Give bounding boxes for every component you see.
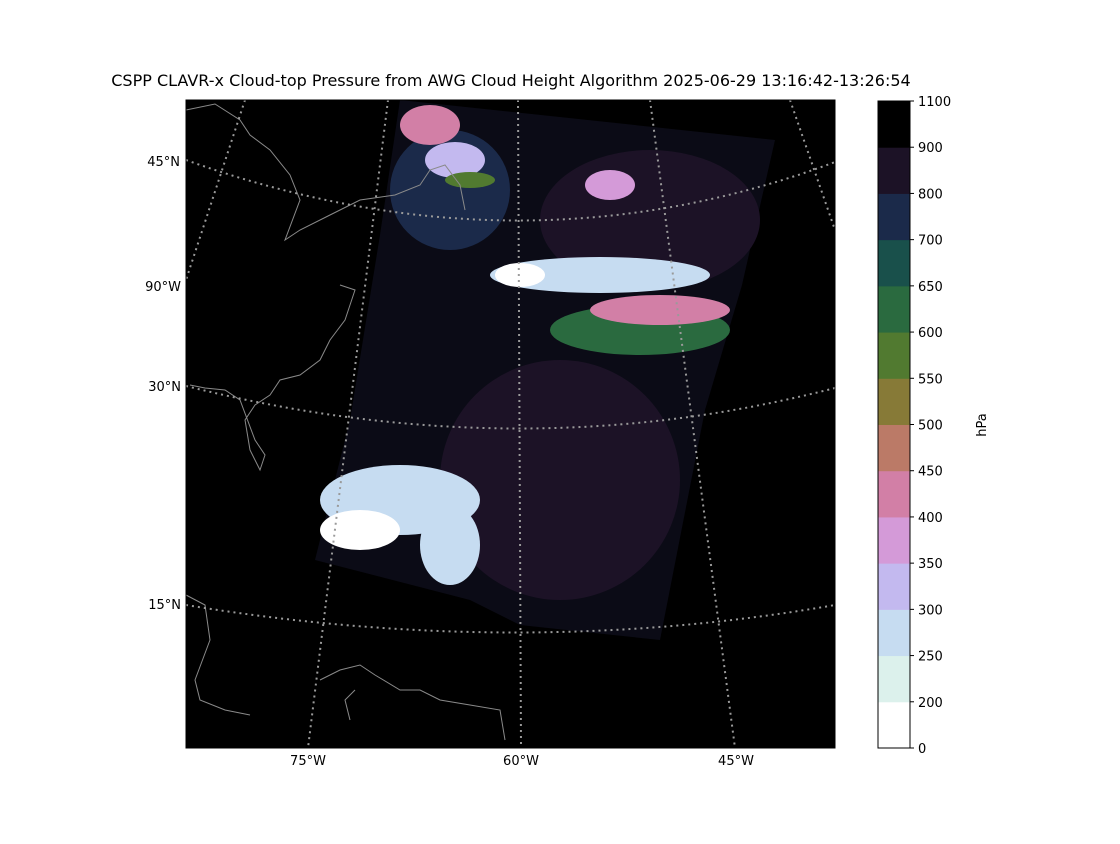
lon-label: 90°W (145, 280, 181, 295)
colorbar-bin (878, 239, 910, 287)
cloud (490, 257, 710, 293)
colorbar-bin (878, 101, 910, 148)
colorbar-bin (878, 378, 910, 425)
colorbar-bin (878, 424, 910, 472)
graticule (186, 100, 246, 281)
colorbar-bin (878, 147, 910, 194)
graticule (186, 159, 835, 222)
graticule (789, 100, 835, 231)
colorbar-tick-label: 550 (918, 372, 943, 387)
colorbar-bin (878, 470, 910, 518)
lon-label: 45°W (718, 754, 754, 769)
colorbar-tick-label: 250 (918, 650, 943, 665)
colorbar-tick-label: 900 (918, 141, 943, 156)
colorbar-tick-label: 400 (918, 511, 943, 526)
colorbar-bin (878, 563, 910, 610)
graticule (186, 385, 835, 430)
colorbar-bin (878, 609, 910, 657)
colorbar: 0 200 250 300 350 400 450 500 550 600 650 700 800 900… (877, 95, 951, 757)
cloud (420, 505, 480, 585)
colorbar-tick-label: 300 (918, 603, 943, 618)
cloud (400, 105, 460, 145)
colorbar-tick-label: 1100 (918, 95, 951, 110)
lon-label: 60°W (503, 754, 539, 769)
cloud (590, 295, 730, 325)
colorbar-bin (878, 701, 910, 749)
colorbar-bin (878, 285, 910, 333)
graticule (186, 604, 835, 634)
cloud (440, 360, 680, 600)
colorbar-bin (878, 332, 910, 379)
graticule (517, 100, 522, 748)
colorbar-bin (878, 193, 910, 241)
cloud (320, 510, 400, 550)
colorbar-tick-label: 350 (918, 557, 943, 572)
colorbar-tick-label: 450 (918, 465, 943, 480)
graticule (649, 100, 736, 748)
colorbar-tick-label: 500 (918, 419, 943, 434)
cloud (495, 263, 545, 287)
colorbar-tick-label: 600 (918, 326, 943, 341)
colorbar-tick-label: 650 (918, 280, 943, 295)
cloud (585, 170, 635, 200)
colorbar-tick-label: 800 (918, 187, 943, 202)
colorbar-label: hPa (975, 413, 990, 436)
clouds (320, 105, 760, 600)
colorbar-tick-label: 200 (918, 696, 943, 711)
colorbar-tick-label: 700 (918, 234, 943, 249)
map-frame (185, 99, 836, 749)
coastline (186, 103, 506, 741)
lat-label: 30°N (148, 380, 181, 395)
colorbar-tick-label: 0 (918, 742, 926, 757)
graticule (307, 100, 389, 748)
lat-label: 45°N (147, 155, 180, 170)
map-area (186, 100, 835, 748)
cloud (425, 142, 485, 178)
title: CSPP CLAVR-x Cloud-top Pressure from AWG… (111, 71, 910, 90)
colorbar-bin (878, 516, 910, 564)
lon-label: 75°W (290, 754, 326, 769)
cloud (445, 172, 495, 188)
colorbar-bin (878, 655, 910, 703)
lat-label: 15°N (148, 598, 181, 613)
